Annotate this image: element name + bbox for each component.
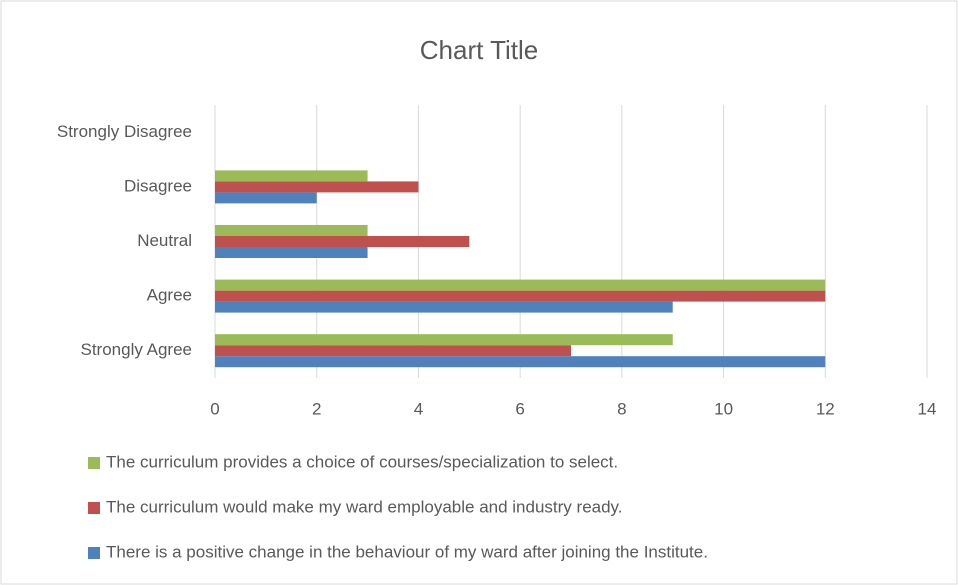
chart-title: Chart Title <box>420 35 539 65</box>
legend-label: There is a positive change in the behavi… <box>106 542 708 561</box>
legend-label: The curriculum would make my ward employ… <box>106 497 623 516</box>
bar <box>215 301 673 313</box>
legend-swatch <box>88 547 100 559</box>
bar <box>215 225 368 236</box>
bar <box>215 290 826 302</box>
x-tick-label: 0 <box>210 399 219 418</box>
bar <box>215 181 419 193</box>
x-tick-label: 6 <box>515 399 524 418</box>
x-tick-label: 10 <box>714 399 733 418</box>
bar <box>215 236 470 247</box>
x-tick-label: 12 <box>816 399 835 418</box>
x-tick-label: 2 <box>312 399 321 418</box>
y-tick-label: Strongly Disagree <box>57 122 192 141</box>
bar <box>215 334 673 346</box>
x-tick-label: 4 <box>414 399 423 418</box>
bar <box>215 170 368 182</box>
y-tick-label: Strongly Agree <box>80 340 192 359</box>
legend-swatch <box>88 457 100 469</box>
bar <box>215 356 826 368</box>
y-tick-label: Neutral <box>137 231 192 250</box>
y-tick-label: Disagree <box>124 176 192 195</box>
legend-swatch <box>88 502 100 514</box>
y-tick-label: Agree <box>147 286 192 305</box>
bar <box>215 192 317 204</box>
x-tick-label: 8 <box>617 399 626 418</box>
bar <box>215 345 571 357</box>
legend-label: The curriculum provides a choice of cour… <box>106 452 618 471</box>
bar <box>215 247 368 258</box>
x-tick-label: 14 <box>918 399 937 418</box>
bar <box>215 279 826 291</box>
